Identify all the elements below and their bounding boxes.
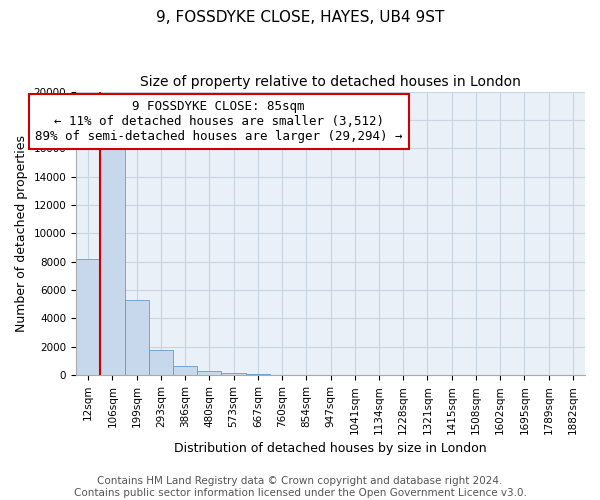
Bar (245, 374, 270, 375)
Bar (197, 371, 221, 375)
Bar (149, 350, 173, 375)
Bar (221, 373, 245, 375)
Text: Contains HM Land Registry data © Crown copyright and database right 2024.
Contai: Contains HM Land Registry data © Crown c… (74, 476, 526, 498)
Text: 9, FOSSDYKE CLOSE, HAYES, UB4 9ST: 9, FOSSDYKE CLOSE, HAYES, UB4 9ST (156, 10, 444, 25)
Bar (125, 300, 149, 375)
Text: 9 FOSSDYKE CLOSE: 85sqm
← 11% of detached houses are smaller (3,512)
89% of semi: 9 FOSSDYKE CLOSE: 85sqm ← 11% of detache… (35, 100, 402, 143)
X-axis label: Distribution of detached houses by size in London: Distribution of detached houses by size … (174, 442, 487, 455)
Bar (76, 259, 100, 375)
Bar (100, 141, 125, 375)
Bar (173, 366, 197, 375)
Title: Size of property relative to detached houses in London: Size of property relative to detached ho… (140, 75, 521, 89)
Y-axis label: Number of detached properties: Number of detached properties (15, 135, 28, 332)
